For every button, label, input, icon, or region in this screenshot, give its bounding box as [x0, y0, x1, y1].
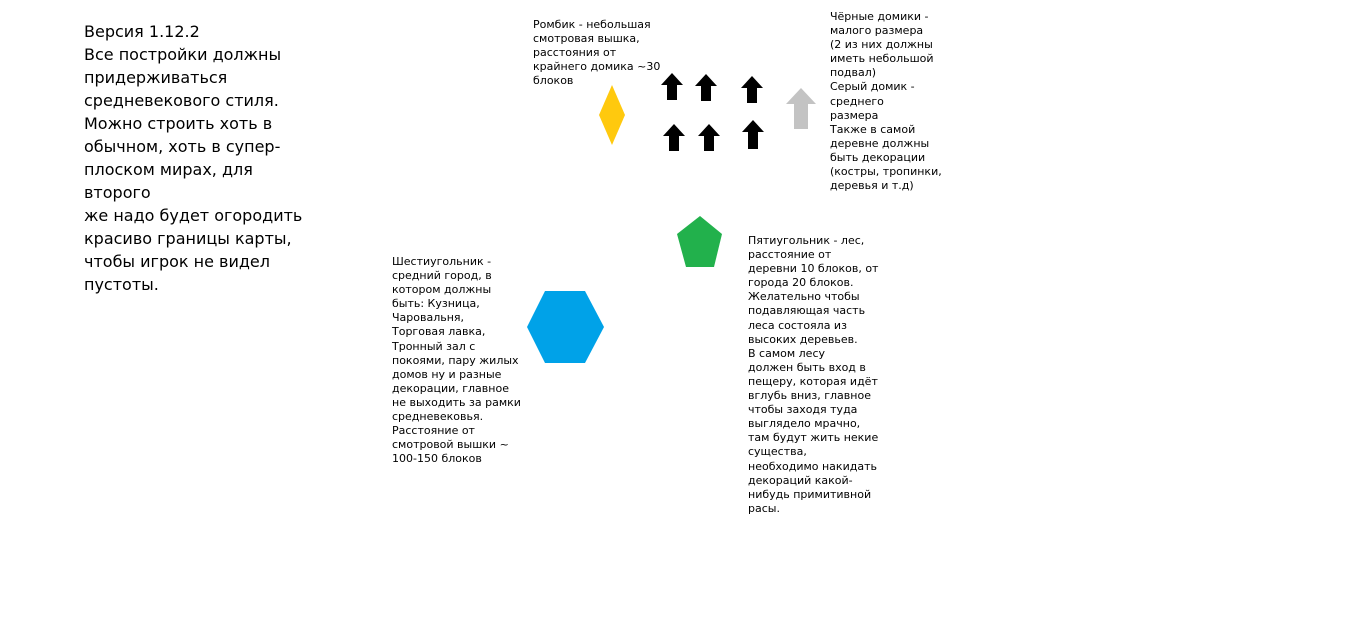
forest-note: Пятиугольник - лес, расстояние от деревн… [748, 234, 879, 515]
small-house [661, 73, 683, 100]
small-house [695, 74, 717, 101]
small-house [742, 120, 764, 149]
city-note: Шестиугольник - средний город, в котором… [392, 255, 521, 466]
forest-pentagon [677, 216, 722, 267]
intro-text: Версия 1.12.2 Все постройки должны приде… [84, 22, 303, 294]
houses-note: Чёрные домики - малого размера (2 из них… [830, 10, 942, 193]
small-house [698, 124, 720, 151]
medium-house [786, 88, 816, 129]
city-hexagon [527, 291, 604, 363]
watchtower-rhombus [599, 85, 625, 145]
small-house [741, 76, 763, 103]
small-house [663, 124, 685, 151]
watchtower-note: Ромбик - небольшая смотровая вышка, расс… [533, 18, 661, 88]
